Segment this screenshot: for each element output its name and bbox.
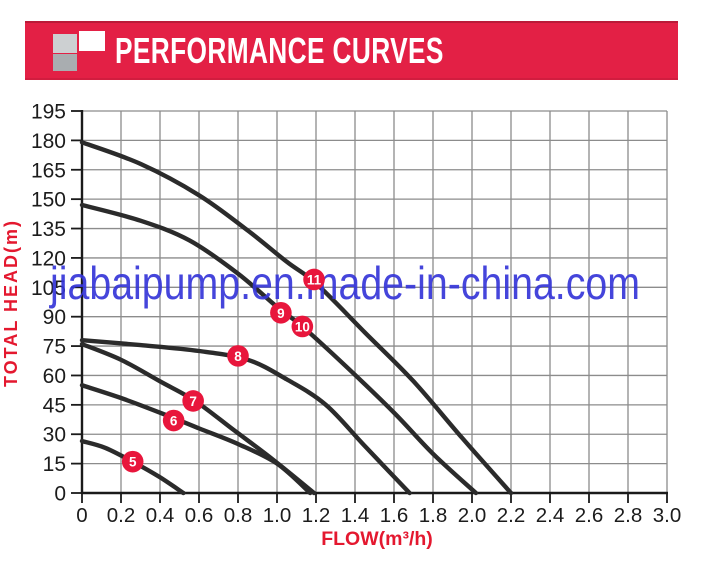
- x-tick-label: 2.6: [575, 504, 604, 527]
- x-tick-label: 1.6: [380, 504, 409, 527]
- y-tick-label: 105: [31, 277, 66, 300]
- curve-labels: 5 67 8 9 10 11: [121, 268, 325, 473]
- y-tick-label: 75: [43, 336, 66, 359]
- y-axis-title: TOTAL HEAD(m): [1, 219, 21, 387]
- page-title: PERFORMANCE CURVES: [115, 21, 565, 80]
- watermark: jiabaipump.en.made-in-china.com: [48, 257, 640, 309]
- grid: [81, 110, 668, 494]
- curve-label-number: 6: [170, 414, 178, 429]
- logo-squares-icon: [53, 21, 113, 80]
- x-tick-label: 1.8: [419, 504, 448, 527]
- logo-square-bottom-left: [53, 54, 77, 71]
- axis-ticks: 0 0.2 0.4 0.6 0.8 1.0 1.2 1.4 1.6 1.8 2.0 2.2 2.4 2.6…: [31, 101, 681, 528]
- y-tick-label: 90: [43, 306, 66, 329]
- curve-label-circle: [121, 450, 144, 473]
- curve-label-number: 5: [129, 455, 137, 470]
- curve-label-9: 9: [270, 301, 292, 324]
- x-tick-label: 2.4: [536, 504, 565, 527]
- y-tick-label: 150: [31, 189, 66, 212]
- x-tick-label: 1.4: [341, 504, 370, 527]
- curve-9-10: [79, 202, 479, 496]
- y-tick-label: 60: [43, 365, 66, 388]
- y-tick-label: 180: [31, 130, 66, 153]
- y-tick-label: 15: [43, 453, 66, 476]
- curve-label-7: 7: [182, 390, 204, 412]
- curve-label-11: 11: [303, 268, 325, 291]
- y-tick-label: 0: [54, 483, 66, 506]
- y-tick-label: 195: [31, 101, 66, 124]
- curve-label-circle: [182, 390, 204, 412]
- curve-label-number: 11: [307, 272, 322, 287]
- curve-label-circle: [227, 345, 249, 367]
- y-tick-label: 135: [31, 218, 66, 241]
- x-tick-label: 3.0: [653, 504, 682, 527]
- x-tick-label: 0.6: [185, 504, 214, 527]
- y-tick-label: 165: [31, 159, 66, 182]
- y-tick-label: 45: [43, 394, 66, 417]
- curve-label-6: 6: [162, 409, 185, 432]
- x-tick-label: 2.8: [614, 504, 643, 527]
- curve-label-5: 5: [121, 450, 144, 473]
- x-tick-label: 0.8: [224, 504, 253, 527]
- curve-label-circle: [303, 268, 325, 291]
- x-tick-label: 1.0: [263, 504, 292, 527]
- curve-7: [79, 341, 317, 496]
- x-tick-label: 2.2: [497, 504, 526, 527]
- logo-square-top-left: [53, 34, 77, 53]
- curve-label-8: 8: [227, 345, 249, 367]
- x-tick-label: 0.2: [107, 504, 136, 527]
- curve-label-number: 9: [277, 306, 285, 321]
- curve-label-circle: [162, 409, 185, 432]
- x-tick-label: 1.2: [302, 504, 331, 527]
- curve-label-circle: [270, 301, 292, 324]
- page-title-text: PERFORMANCE CURVES: [115, 29, 444, 71]
- x-tick-label: 2.0: [458, 504, 487, 527]
- curve-label-number: 10: [295, 319, 310, 334]
- curve-label-10: 10: [291, 315, 314, 338]
- curve-label-circle: [291, 315, 314, 338]
- x-tick-label: 0: [76, 504, 87, 527]
- y-tick-label: 30: [43, 424, 66, 447]
- header-banner: PERFORMANCE CURVES: [25, 21, 678, 80]
- curve-8: [79, 338, 412, 496]
- y-tick-label: 120: [31, 247, 66, 270]
- curve-label-number: 7: [189, 394, 197, 409]
- curve-label-number: 8: [234, 349, 242, 364]
- x-tick-label: 0.4: [146, 504, 175, 527]
- logo-square-top-right: [79, 31, 105, 51]
- x-axis-title: FLOW(m³/h): [321, 528, 433, 550]
